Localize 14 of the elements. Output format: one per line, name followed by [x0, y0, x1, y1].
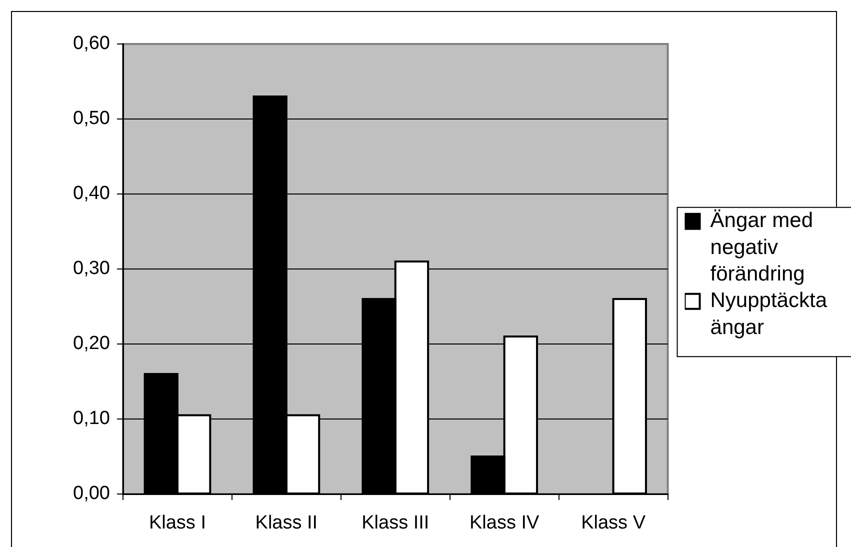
legend-label: Nyupptäckta ängar	[710, 289, 828, 339]
legend-label: Ängar med negativ förändring	[710, 209, 814, 286]
x-tick-label: Klass II	[255, 512, 318, 534]
y-tick-label: 0,50	[73, 108, 110, 130]
x-tick-label: Klass IV	[469, 512, 540, 534]
x-tick-label: Klass I	[148, 512, 206, 534]
x-tick-label: Klass III	[362, 512, 430, 534]
y-tick-label: 0,40	[73, 183, 110, 204]
y-tick-label: 0,00	[73, 483, 110, 504]
x-tick-label: Klass V	[581, 512, 646, 534]
y-tick-label: 0,20	[73, 333, 110, 354]
y-tick-label: 0,60	[73, 33, 110, 54]
y-tick-label: 0,30	[73, 258, 110, 280]
y-tick-label: 0,10	[73, 408, 110, 430]
